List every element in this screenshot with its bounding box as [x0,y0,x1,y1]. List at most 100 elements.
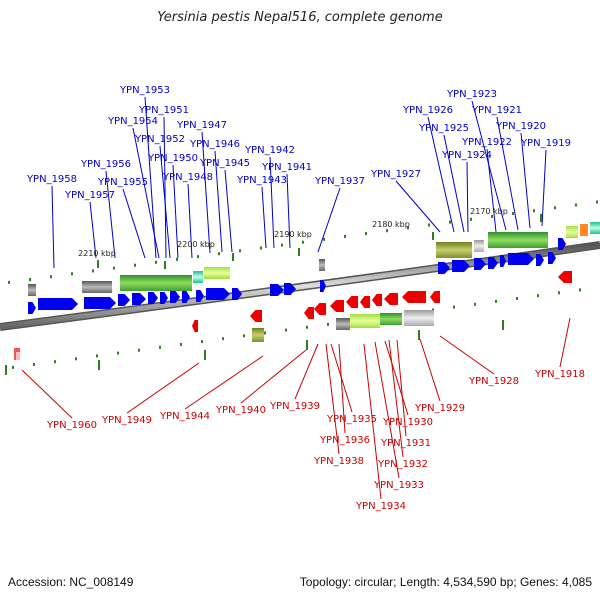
forward-gene-label: YPN_1941 [261,162,312,173]
reverse-leader-line [325,343,340,455]
major-tick [232,253,234,261]
forward-gene-label: YPN_1923 [446,89,497,100]
major-tick [298,248,300,256]
feature-block [319,259,325,271]
reverse-gene-arrow [558,271,572,283]
scale-label: 2190 kbp [274,230,312,239]
reverse-leader-line [374,341,400,479]
forward-leader-line [395,180,441,233]
forward-gene-arrow [548,252,556,264]
topology-summary: Topology: circular; Length: 4,534,590 bp… [299,575,592,589]
feature-block [474,240,484,252]
reverse-gene-label: YPN_1939 [269,401,320,412]
label-leader-lines [21,96,571,500]
forward-leader-line [269,156,275,249]
forward-gene-label: YPN_1955 [97,177,148,188]
tick-mark [558,291,560,295]
reverse-gene-arrow [360,296,370,308]
feature-block [580,224,588,236]
reverse-gene-arrow [330,300,344,312]
forward-gene-arrow [488,257,498,269]
tick-mark [113,266,115,270]
reverse-gene-label: YPN_1934 [355,501,406,512]
reverse-leader-line [419,338,441,402]
tick-mark [71,272,73,276]
reverse-gene-block [16,352,20,360]
forward-leader-line [443,134,465,233]
major-tick [502,320,504,330]
tick-mark [222,337,224,341]
tick-mark [260,246,262,250]
tick-mark [533,209,535,213]
major-tick [5,365,7,375]
tick-mark [117,351,119,355]
tick-mark [264,331,266,335]
tick-mark [302,240,304,244]
scale-labels: 2210 kbp 2200 kbp 2190 kbp 2180 kbp 2170 kbp [78,207,508,258]
tick-mark [201,340,203,344]
forward-leader-line [144,96,157,259]
forward-gene-label: YPN_1919 [520,138,571,149]
scale-label: 2170 kbp [470,207,508,216]
tick-mark [285,328,287,332]
tick-mark [281,243,283,247]
feature-block [82,281,112,293]
forward-gene-label: YPN_1956 [80,159,131,170]
accession-text: Accession: NC_008149 [8,575,134,589]
reverse-gene-arrow [430,291,440,303]
forward-leader-line [89,201,97,259]
reverse-gene-label: YPN_1928 [468,376,519,387]
forward-gene-label: YPN_1922 [461,137,512,148]
tick-mark [596,200,598,204]
forward-gene-label: YPN_1921 [471,105,522,116]
forward-leader-line [132,127,160,259]
reverse-gene-label: YPN_1944 [159,411,210,422]
feature-block [590,222,600,234]
feature-block [204,267,230,279]
forward-gene-label: YPN_1937 [314,176,365,187]
tick-mark [516,297,518,300]
forward-gene-arrow [182,291,190,303]
reverse-leader-line [338,343,346,434]
forward-gene-label: YPN_1957 [64,190,115,201]
tick-mark [239,249,241,253]
reverse-gene-label: YPN_1935 [326,414,377,425]
forward-leader-line [214,150,223,253]
major-tick [98,360,100,370]
tick-mark [75,357,77,361]
tick-mark [365,232,367,236]
reverse-leader-line [240,349,307,404]
forward-gene-arrow [438,262,450,274]
forward-leader-line [541,149,547,227]
tick-mark [428,223,430,227]
reverse-gene-label: YPN_1932 [377,459,428,470]
forward-gene-label: YPN_1924 [441,150,492,161]
feature-block [252,328,264,342]
forward-leader-line [427,116,455,233]
reverse-leader-line [396,339,407,437]
reverse-gene-arrow [192,320,198,332]
forward-gene-label: YPN_1945 [199,158,250,169]
forward-gene-arrow [148,292,158,304]
feature-block [336,318,350,330]
tick-mark [491,214,493,218]
reverse-gene-arrow [304,307,314,319]
forward-gene-arrow [558,238,566,250]
feature-block [488,232,548,248]
tick-mark [138,348,140,352]
forward-leader-line [201,131,211,254]
tick-mark [495,299,497,303]
major-tick [418,330,420,340]
feature-block [28,284,36,296]
reverse-gene-label: YPN_1936 [319,435,370,446]
genome-title: Yersinia pestis Nepal516, complete genom… [157,10,443,25]
forward-gene-arrow [118,294,130,306]
forward-gene-arrow [270,284,284,296]
forward-gene-arrow [508,253,534,265]
reverse-gene-label: YPN_1931 [380,438,431,449]
forward-gene-label: YPN_1958 [26,174,77,185]
forward-gene-arrow [84,297,116,309]
forward-gene-arrow [196,290,204,302]
